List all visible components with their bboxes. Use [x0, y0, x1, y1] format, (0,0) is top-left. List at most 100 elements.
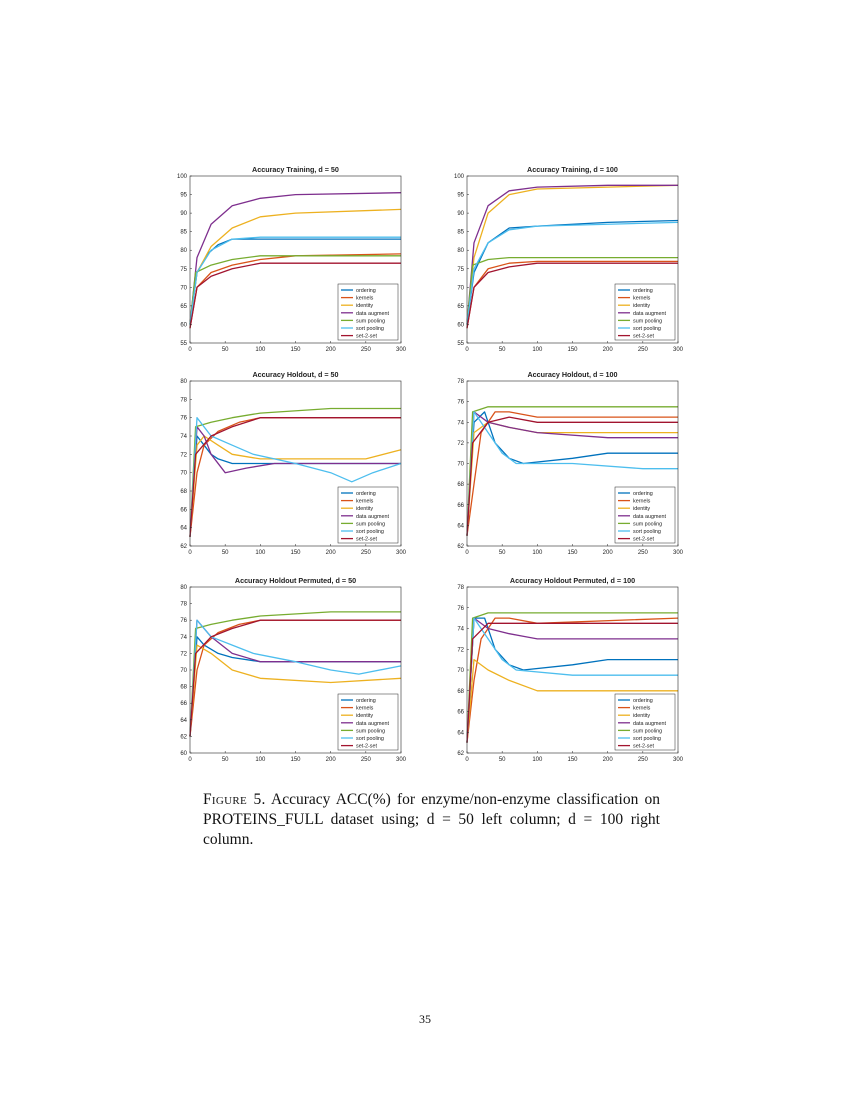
y-tick-label: 95 — [180, 193, 187, 199]
chart-panel-1: Accuracy Training, d = 50 0 50 100 150 200 250… — [177, 165, 407, 353]
legend-label: sort pooling — [633, 529, 661, 535]
legend-label: identity — [356, 303, 373, 309]
legend-label: identity — [633, 506, 650, 512]
series-line-set-2-set — [466, 262, 678, 329]
legend-label: data augment — [633, 721, 666, 727]
y-tick-label: 85 — [180, 230, 187, 236]
legend-label: sort pooling — [633, 736, 661, 742]
series-line-identity — [189, 435, 402, 537]
legend-label: identity — [356, 713, 373, 719]
y-tick-label: 90 — [457, 211, 464, 217]
y-tick-label: 76 — [180, 618, 187, 624]
legend-box — [337, 283, 399, 341]
x-tick-label: 100 — [255, 757, 266, 763]
y-tick-label: 78 — [180, 602, 187, 608]
legend-label: kernels — [356, 296, 374, 302]
chart-panel-6: Accuracy Holdout Permuted, d = 100 0 50 100… — [457, 576, 683, 763]
series-line-sum-pooling — [466, 406, 678, 536]
x-tick-label: 50 — [499, 550, 506, 556]
legend-label: data augment — [356, 514, 389, 520]
x-tick-label: 150 — [567, 550, 578, 556]
legend-label: ordering — [633, 288, 653, 294]
x-tick-label: 0 — [188, 757, 192, 763]
x-tick-label: 250 — [638, 550, 649, 556]
legend-label: ordering — [356, 491, 376, 497]
legend-label: kernels — [633, 706, 651, 712]
x-tick-label: 50 — [222, 550, 229, 556]
series-line-sort-pooling — [466, 411, 678, 536]
y-tick-label: 68 — [457, 482, 464, 488]
y-tick-label: 64 — [457, 730, 464, 736]
x-tick-label: 150 — [290, 550, 301, 556]
y-tick-label: 72 — [180, 651, 187, 657]
legend-label: sort pooling — [356, 326, 384, 332]
page-number: 35 — [419, 1012, 431, 1026]
series-line-sum-pooling — [466, 256, 678, 325]
legend-label: set-2-set — [633, 334, 654, 340]
series-line-data-augment — [189, 192, 402, 325]
y-tick-label: 72 — [457, 441, 464, 447]
y-tick-label: 65 — [457, 304, 464, 310]
legend-label: data augment — [356, 721, 389, 727]
y-tick-label: 90 — [180, 211, 187, 217]
figure-caption: Figure 5. Accuracy ACC(%) for enzyme/non… — [203, 790, 660, 850]
legend-label: set-2-set — [356, 744, 377, 750]
y-tick-label: 74 — [180, 434, 187, 440]
x-tick-label: 0 — [465, 347, 469, 353]
chart-panel-4: Accuracy Holdout, d = 100 0 50 100 150 200 250… — [457, 370, 683, 556]
x-tick-label: 300 — [396, 347, 407, 353]
y-tick-label: 68 — [180, 489, 187, 495]
series-line-sort-pooling — [189, 619, 402, 737]
x-tick-label: 300 — [396, 550, 407, 556]
y-tick-label: 95 — [457, 193, 464, 199]
x-tick-label: 100 — [532, 757, 543, 763]
y-tick-label: 65 — [180, 304, 187, 310]
legend-label: ordering — [633, 698, 653, 704]
y-tick-label: 64 — [180, 526, 187, 532]
x-tick-label: 50 — [499, 347, 506, 353]
legend-box — [337, 486, 399, 544]
series-line-set-2-set — [189, 417, 401, 537]
y-tick-label: 55 — [180, 341, 187, 347]
legend-label: kernels — [356, 706, 374, 712]
series-line-sort-pooling — [189, 236, 401, 325]
y-tick-label: 70 — [180, 471, 187, 477]
x-tick-label: 150 — [567, 757, 578, 763]
series-line-sum-pooling — [189, 407, 401, 537]
x-tick-label: 200 — [603, 757, 614, 763]
y-tick-label: 66 — [180, 507, 187, 513]
legend-box — [614, 486, 676, 544]
y-tick-label: 55 — [457, 341, 464, 347]
y-tick-label: 66 — [457, 710, 464, 716]
y-tick-label: 62 — [180, 734, 187, 740]
x-tick-label: 200 — [326, 550, 337, 556]
caption-text: Accuracy ACC(%) for enzyme/non-enzyme cl… — [203, 791, 660, 848]
legend-label: sum pooling — [633, 728, 662, 734]
y-tick-label: 68 — [457, 689, 464, 695]
series-line-set-2-set — [466, 622, 678, 743]
legend-label: kernels — [633, 499, 651, 505]
x-tick-label: 150 — [290, 347, 301, 353]
x-tick-label: 50 — [222, 347, 229, 353]
legend-label: identity — [633, 303, 650, 309]
y-tick-label: 75 — [457, 267, 464, 273]
legend-box — [614, 283, 676, 341]
legend-label: data augment — [633, 311, 666, 317]
legend-label: ordering — [356, 698, 376, 704]
series-line-identity — [466, 658, 678, 743]
x-tick-label: 250 — [638, 757, 649, 763]
chart-title: Accuracy Holdout, d = 50 — [252, 370, 338, 379]
x-tick-label: 250 — [361, 550, 372, 556]
x-tick-label: 150 — [290, 757, 301, 763]
legend-label: kernels — [633, 296, 651, 302]
y-tick-label: 60 — [457, 322, 464, 328]
legend-label: set-2-set — [633, 537, 654, 543]
figure-panels: Accuracy Training, d = 50 0 50 100 150 200 250… — [177, 165, 684, 763]
x-tick-label: 200 — [326, 757, 337, 763]
y-tick-label: 80 — [180, 585, 187, 591]
y-tick-label: 100 — [454, 174, 465, 180]
series-line-data-augment — [466, 184, 678, 325]
legend-label: set-2-set — [633, 744, 654, 750]
